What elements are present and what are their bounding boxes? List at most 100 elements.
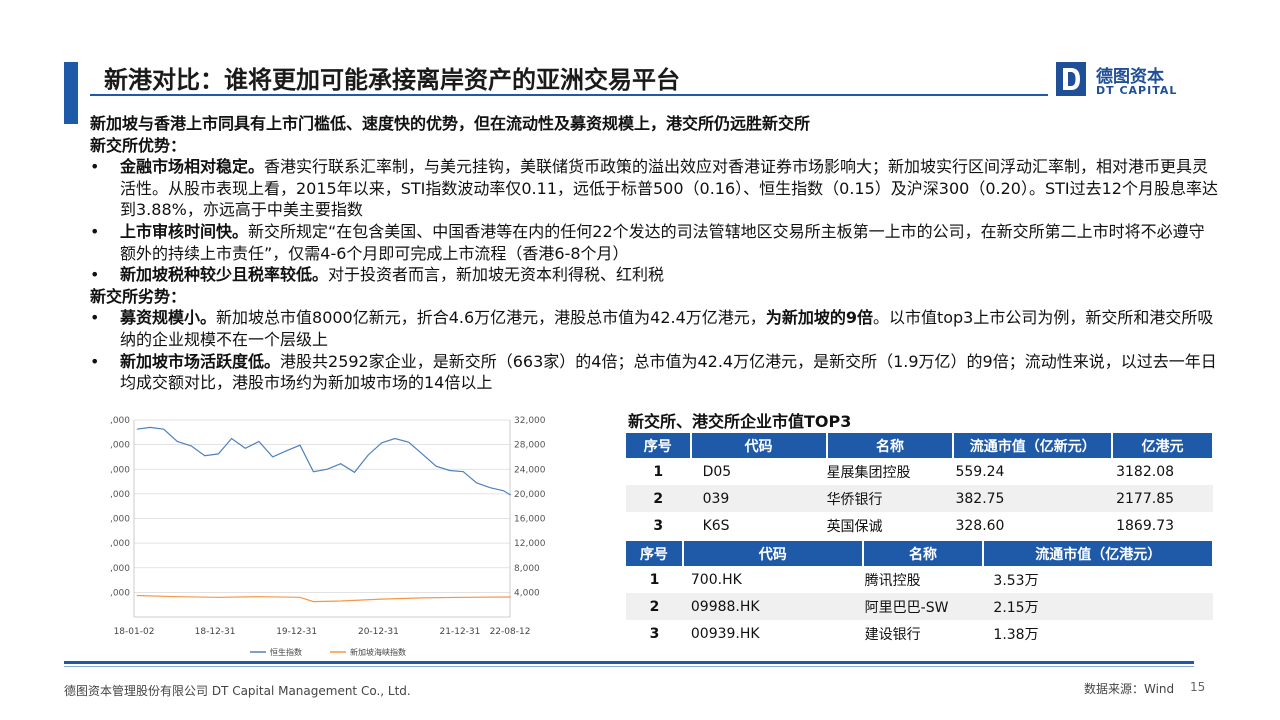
table-row: 3 K6S 英国保诚 328.60 1869.73 <box>626 512 1213 539</box>
column-header: 代码 <box>682 541 864 566</box>
rank-cell: 2 <box>626 593 683 620</box>
value-cell: 3182.08 <box>1116 463 1175 480</box>
legend-label: 恒生指数 <box>270 647 302 657</box>
tables-title: 新交所、港交所企业市值TOP3 <box>628 412 852 431</box>
y-tick-label-right: 16,000 <box>514 515 546 525</box>
advantages-heading: 新交所优势： <box>90 135 187 155</box>
index-chart-svg: 4,000 4,000 8,000 8,000 12,000 12,000 16,000 16… <box>99 416 546 657</box>
value-cell: 328.60 <box>955 517 1005 534</box>
column-header: 名称 <box>862 541 985 566</box>
code-cell: K6S <box>702 517 730 534</box>
x-tick-label: 22-08-12 <box>490 627 531 637</box>
disadvantage-item: • 新加坡市场活跃度低。港股共2592家企业，是新交所（663家）的4倍；总市值… <box>90 351 1220 394</box>
table-row: 1 D05 星展集团控股 559.24 3182.08 <box>626 458 1213 485</box>
y-tick-label-left: 16,000 <box>110 515 130 525</box>
logo-text-en: DT CAPITAL <box>1096 84 1178 97</box>
logo-text-cn: 德图资本 <box>1096 67 1164 87</box>
x-tick-label: 21-12-31 <box>440 627 481 637</box>
footer-divider <box>64 661 1194 664</box>
y-tick-label-left: 8,000 <box>110 564 130 574</box>
value-cell: 2177.85 <box>1112 485 1213 512</box>
footer-divider-thin <box>64 666 1194 667</box>
y-tick-label-right: 8,000 <box>514 564 540 574</box>
table-row: 2 039 华侨银行 382.75 2177.85 <box>626 485 1213 512</box>
disadvantage-text: 港股共2592家企业，是新交所（663家）的4倍；总市值为42.4万亿港元，是新… <box>120 351 1217 393</box>
advantage-item: • 新加坡税种较少且税率较低。对于投资者而言，新加坡无资本利得税、红利税 <box>90 264 1220 286</box>
y-tick-label-right: 12,000 <box>514 539 546 549</box>
y-tick-label-left: 20,000 <box>110 490 130 500</box>
x-tick-label: 18-01-02 <box>114 627 155 637</box>
name-cell: 华侨银行 <box>826 485 954 512</box>
value-cell: 3.53万 <box>993 572 1039 589</box>
footer-company: 德图资本管理股份有限公司 DT Capital Management Co., … <box>64 684 411 698</box>
name-cell: 腾讯控股 <box>864 572 921 589</box>
advantage-text: 香港实行联系汇率制，与美元挂钩，美联储货币政策的溢出效应对香港证券市场影响大；新… <box>120 157 1218 220</box>
disadvantage-emphasis: 为新加坡的9倍 <box>765 308 873 328</box>
disadvantage-text: 新加坡总市值8000亿新元，折合4.6万亿港元，港股总市值为42.4万亿港元， <box>216 308 766 328</box>
index-chart: 4,000 4,000 8,000 8,000 12,000 12,000 16,000 16… <box>99 412 550 662</box>
name-cell: 星展集团控股 <box>826 464 911 481</box>
y-tick-label-left: 24,000 <box>110 465 130 475</box>
disadvantage-text-end: 。以市值top3上市公司为例，新交所和港交所吸纳的企业规模不在一个层级上 <box>120 308 1214 349</box>
headline: 新加坡与香港上市同具有上市门槛低、速度快的优势，但在流动性及募资规模上，港交所仍… <box>90 114 811 133</box>
y-tick-label-right: 4,000 <box>514 588 540 598</box>
disadvantage-item: • 募资规模小。新加坡总市值8000亿新元，折合4.6万亿港元，港股总市值为42… <box>90 307 1220 350</box>
rank-cell: 2 <box>626 485 691 512</box>
value-cell: 1869.73 <box>1116 517 1175 534</box>
hsi-series-line <box>136 426 512 496</box>
bullet-dot: • <box>90 265 100 285</box>
x-tick-label: 18-12-31 <box>195 627 236 637</box>
table-header-row: 序号 代码 名称 流通市值（亿新元） 亿港元 <box>626 433 1214 458</box>
rank-cell: 1 <box>653 463 664 480</box>
code-cell: 00939.HK <box>690 625 760 642</box>
page-number: 15 <box>1190 680 1206 694</box>
y-tick-label-left: 12,000 <box>110 539 130 549</box>
code-cell: 700.HK <box>690 571 742 588</box>
value-cell: 382.75 <box>953 485 1113 512</box>
code-cell: 039 <box>690 485 827 512</box>
value-cell: 559.24 <box>955 463 1005 480</box>
title-accent-bar <box>64 62 78 124</box>
dt-logo-icon <box>1056 62 1086 96</box>
y-tick-label-right: 24,000 <box>514 465 546 475</box>
sti-series-line <box>136 594 511 603</box>
value-cell: 1.38万 <box>993 626 1039 643</box>
column-header: 序号 <box>626 541 684 566</box>
advantage-text: 对于投资者而言，新加坡无资本利得税、红利税 <box>328 265 665 285</box>
advantage-text: 新交所规定“在包含美国、中国香港等在内的任何22个发达的司法管辖地区交易所主板第… <box>120 221 1205 263</box>
table-header-row: 序号 代码 名称 流通市值（亿港元） <box>626 541 1214 566</box>
y-tick-label-right: 28,000 <box>514 441 546 451</box>
disadvantage-title: 募资规模小。 <box>120 308 217 328</box>
name-cell: 阿里巴巴-SW <box>862 593 984 620</box>
body-text: 新加坡与香港上市同具有上市门槛低、速度快的优势，但在流动性及募资规模上，港交所仍… <box>90 113 1220 394</box>
table-row: 3 00939.HK 建设银行 1.38万 <box>626 620 1213 647</box>
column-header: 流通市值（亿新元） <box>953 433 1114 458</box>
rank-cell: 3 <box>649 625 660 642</box>
name-cell: 英国保诚 <box>826 518 883 535</box>
legend-label: 新加坡海峡指数 <box>350 647 406 657</box>
bullet-dot: • <box>90 308 100 328</box>
code-cell: 09988.HK <box>682 593 863 620</box>
y-tick-label-left: 28,000 <box>110 441 130 451</box>
column-header: 流通市值（亿港元） <box>983 541 1214 566</box>
code-cell: D05 <box>702 463 732 480</box>
table-row: 2 09988.HK 阿里巴巴-SW 2.15万 <box>626 593 1213 620</box>
page-title: 新港对比：谁将更加可能承接离岸资产的亚洲交易平台 <box>104 66 680 94</box>
company-logo: 德图资本 DT CAPITAL <box>1056 62 1206 98</box>
disadvantages-heading: 新交所劣势： <box>90 286 187 306</box>
advantage-item: • 上市审核时间快。新交所规定“在包含美国、中国香港等在内的任何22个发达的司法… <box>90 221 1220 264</box>
column-header: 代码 <box>690 433 828 458</box>
y-tick-label-right: 32,000 <box>514 416 546 426</box>
data-source: 数据来源：Wind <box>1084 682 1175 696</box>
disadvantage-title: 新加坡市场活跃度低。 <box>120 351 281 371</box>
column-header: 名称 <box>826 433 955 458</box>
advantage-item: • 金融市场相对稳定。香港实行联系汇率制，与美元挂钩，美联储货币政策的溢出效应对… <box>90 156 1220 221</box>
value-cell: 2.15万 <box>983 593 1213 620</box>
bullet-dot: • <box>90 351 100 371</box>
rank-cell: 3 <box>653 517 664 534</box>
y-tick-label-right: 20,000 <box>514 490 546 500</box>
hkex-top3-table: 序号 代码 名称 流通市值（亿港元） 1 700.HK 腾讯控股 3.53万 2… <box>626 541 1214 647</box>
advantage-title: 新加坡税种较少且税率较低。 <box>120 265 329 285</box>
y-tick-label-left: 4,000 <box>110 588 130 598</box>
x-tick-label: 19-12-31 <box>276 627 317 637</box>
